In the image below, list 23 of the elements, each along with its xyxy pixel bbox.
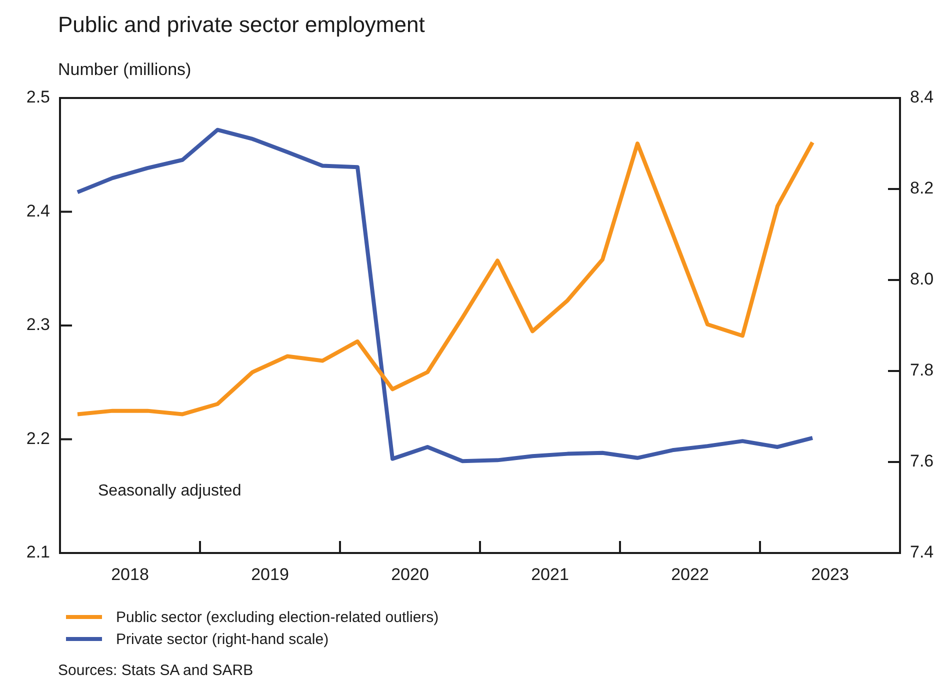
legend-label: Public sector (excluding election-related outliers) — [116, 608, 439, 626]
x-tick-label: 2022 — [671, 564, 709, 584]
x-tick-label: 2020 — [391, 564, 429, 584]
x-tick-label: 2019 — [251, 564, 289, 584]
y-tick-label: 2.2 — [26, 428, 50, 448]
y2-tick-label: 8.0 — [910, 270, 934, 289]
x-tick-label: 2021 — [531, 564, 569, 584]
y-tick-label: 2.4 — [26, 201, 50, 220]
y-tick-label: 2.1 — [26, 542, 50, 562]
y2-tick-label: 7.8 — [910, 360, 934, 380]
y2-tick-label: 8.4 — [910, 88, 934, 107]
legend-label: Private sector (right-hand scale) — [116, 630, 329, 648]
x-tick-label: 2018 — [111, 564, 149, 584]
y-axis-title: Number (millions) — [58, 60, 192, 80]
y2-tick-label: 7.6 — [910, 452, 934, 471]
annotation: Seasonally adjusted — [98, 482, 242, 500]
x-tick-label: 2023 — [811, 564, 849, 584]
y-tick-label: 2.5 — [26, 88, 50, 107]
y2-tick-label: 7.4 — [910, 542, 934, 562]
source-note: Sources: Stats SA and SARB — [58, 662, 254, 679]
chart-title: Public and private sector employment — [58, 12, 425, 38]
y2-tick-label: 8.2 — [910, 178, 934, 198]
y-tick-label: 2.3 — [26, 315, 50, 334]
